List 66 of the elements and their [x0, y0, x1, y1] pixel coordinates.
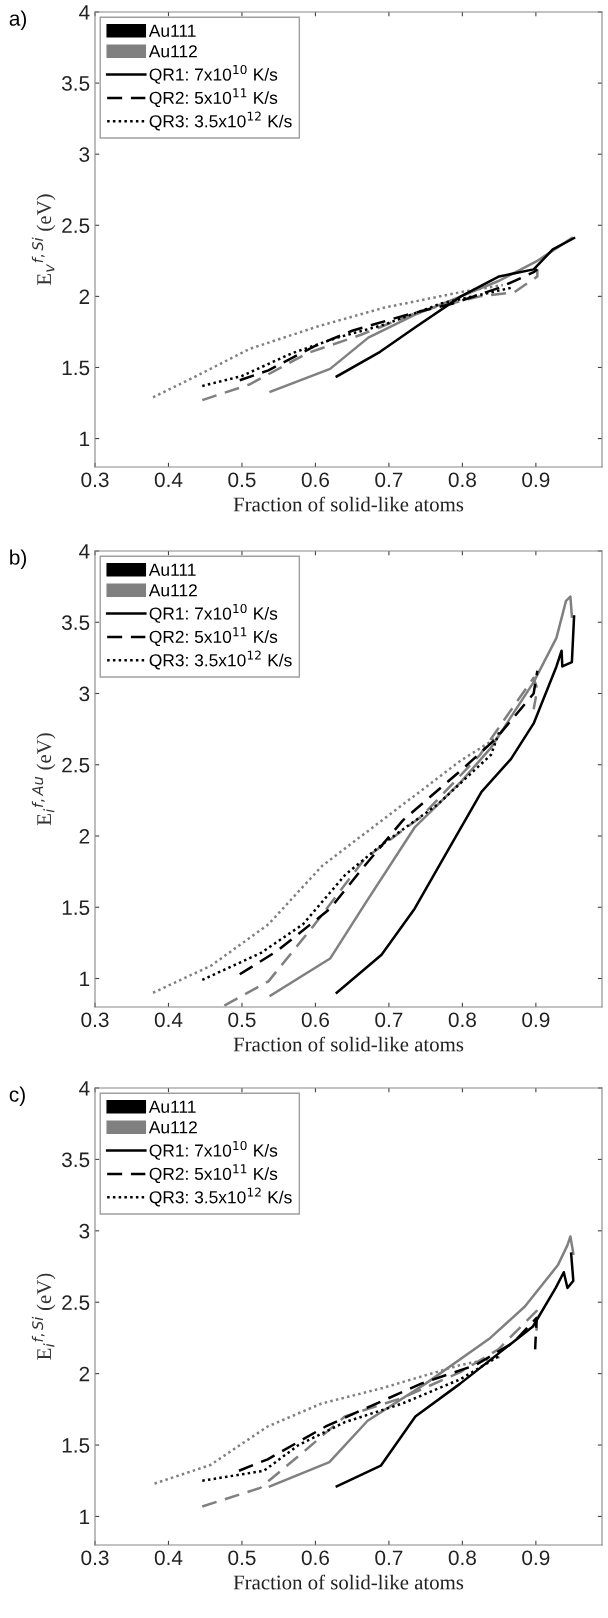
legend-label: QR2: 5x10$^{11}$ K/s: [149, 1164, 278, 1184]
y-tick-label: 1.5: [62, 360, 90, 376]
legend-label: QR1: 7x10$^{10}$ K/s: [149, 603, 278, 623]
legend-label: Au112: [148, 1121, 197, 1134]
legend-label: QR1: 7x10$^{10}$ K/s: [149, 64, 278, 84]
y-tick-label: 3: [79, 686, 90, 702]
x-tick-label: 0.7: [375, 1550, 403, 1566]
y-axis-title: E$_{v}$$^{f,Si}$ (eV): [31, 194, 56, 286]
legend-label: QR3: 3.5x10$^{12}$ K/s: [149, 111, 292, 131]
y-tick-label: 2.5: [62, 218, 90, 234]
chart-title: c): [9, 1086, 25, 1106]
y-tick-label: 2.5: [62, 757, 90, 773]
x-tick-label: 0.4: [154, 1550, 183, 1566]
x-tick-label: 0.8: [448, 472, 476, 488]
x-axis-title: Fraction of solid-like atoms: [233, 1574, 464, 1590]
x-tick-label: 0.9: [522, 472, 550, 488]
x-tick-label: 0.3: [81, 1550, 109, 1566]
legend-label: QR3: 3.5x10$^{12}$ K/s: [149, 650, 292, 670]
legend-label: QR2: 5x10$^{11}$ K/s: [149, 627, 278, 647]
chart-title: a): [9, 10, 27, 30]
x-tick-label: 0.6: [301, 1012, 329, 1028]
y-axis-title: E$_{i}$$^{f,Si}$ (eV): [31, 1273, 56, 1360]
y-tick-label: 2: [79, 289, 90, 304]
x-tick-label: 0.5: [228, 472, 256, 488]
legend-label: QR2: 5x10$^{11}$ K/s: [149, 88, 278, 108]
y-tick-label: 1.5: [62, 900, 90, 915]
x-tick-label: 0.3: [81, 1012, 109, 1028]
x-tick-label: 0.6: [301, 1550, 329, 1566]
x-tick-label: 0.3: [81, 472, 109, 488]
y-tick-label: 2: [79, 829, 90, 844]
x-tick-label: 0.4: [154, 1012, 183, 1028]
legend-label: Au111: [148, 24, 196, 37]
legend-label: QR3: 3.5x10$^{12}$ K/s: [149, 1187, 292, 1207]
x-tick-label: 0.9: [522, 1012, 550, 1028]
y-tick-label: 1: [80, 971, 90, 987]
chart-title: b): [10, 549, 27, 569]
y-tick-label: 1: [80, 431, 90, 447]
y-tick-label: 3.5: [61, 615, 90, 630]
x-tick-label: 0.4: [154, 472, 183, 488]
legend-label: Au111: [148, 1100, 196, 1113]
x-tick-label: 0.5: [228, 1550, 256, 1566]
x-tick-label: 0.6: [301, 472, 329, 488]
x-axis-title: Fraction of solid-like atoms: [233, 496, 464, 512]
y-tick-label: 4: [79, 5, 90, 20]
y-tick-label: 3.5: [61, 76, 90, 91]
legend-label: Au112: [148, 45, 197, 58]
legend-label: Au111: [148, 563, 196, 576]
y-tick-label: 4: [79, 1081, 90, 1096]
y-tick-label: 3: [79, 1223, 90, 1239]
y-tick-label: 2.5: [62, 1295, 90, 1310]
y-tick-label: 1: [80, 1509, 90, 1524]
legend-label: Au112: [148, 584, 197, 597]
y-axis-title: E$_{i}$$^{f,Au}$ (eV): [31, 733, 56, 826]
y-tick-label: 1.5: [62, 1438, 90, 1453]
x-tick-label: 0.8: [448, 1012, 476, 1028]
y-tick-label: 3.5: [61, 1152, 90, 1168]
x-tick-label: 0.7: [375, 1012, 403, 1028]
x-tick-label: 0.7: [375, 472, 403, 488]
y-tick-label: 4: [79, 544, 90, 559]
x-tick-label: 0.5: [228, 1012, 256, 1028]
y-tick-label: 2: [79, 1366, 90, 1382]
x-axis-title: Fraction of solid-like atoms: [233, 1036, 464, 1052]
x-tick-label: 0.8: [448, 1550, 476, 1566]
x-tick-label: 0.9: [522, 1550, 550, 1566]
y-tick-label: 3: [79, 147, 90, 162]
legend-label: QR1: 7x10$^{10}$ K/s: [149, 1140, 278, 1160]
